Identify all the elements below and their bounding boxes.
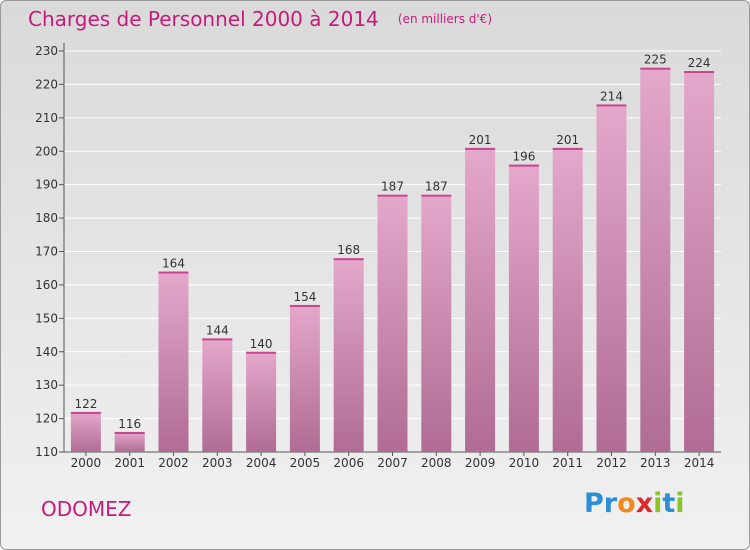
data-label: 164: [162, 257, 185, 271]
y-tick-label: 210: [35, 111, 58, 125]
bar: [70, 411, 101, 452]
bar-top-edge: [158, 271, 189, 274]
bar: [114, 431, 145, 452]
bar-top-edge: [246, 351, 277, 354]
bar-top-edge: [684, 71, 715, 74]
logo-letter: t: [662, 488, 676, 519]
y-tick-label: 200: [35, 144, 58, 158]
axes: 110 120 130 140 150 160 170 180 190 200 210 220 230 2…: [35, 43, 721, 470]
data-label: 140: [250, 337, 273, 351]
bar: [596, 104, 627, 452]
bar-top-edge: [202, 338, 233, 341]
data-label: 122: [74, 397, 97, 411]
x-tick-label: 2004: [246, 456, 277, 470]
x-tick-label: 2014: [684, 456, 715, 470]
y-tick-label: 220: [35, 77, 58, 91]
y-tick-label: 170: [35, 245, 58, 259]
x-tick-label: 2003: [202, 456, 233, 470]
data-label: 214: [600, 89, 623, 103]
x-tick-label: 2007: [377, 456, 408, 470]
bar-top-edge: [465, 147, 496, 150]
y-tick-label: 180: [35, 211, 58, 225]
bar-top-edge: [508, 164, 539, 167]
data-label: 201: [469, 133, 492, 147]
bar-top-edge: [640, 67, 671, 70]
y-tick-label: 140: [35, 345, 58, 359]
y-tick-label: 150: [35, 311, 58, 325]
x-tick-label: 2011: [552, 456, 583, 470]
y-tick-label: 130: [35, 378, 58, 392]
bar: [333, 258, 364, 452]
title-row: Charges de Personnel 2000 à 2014 (en mil…: [28, 7, 492, 31]
logo-letter: o: [617, 488, 636, 519]
bar-top-edge: [552, 147, 583, 150]
x-tick-label: 2010: [509, 456, 540, 470]
x-tick-label: 2002: [158, 456, 189, 470]
chart-title: Charges de Personnel 2000 à 2014: [28, 7, 379, 31]
bar-top-edge: [114, 431, 145, 434]
data-label: 154: [293, 290, 316, 304]
logo-letter: r: [603, 488, 618, 519]
bar: [684, 71, 715, 453]
bar: [465, 147, 496, 453]
bar: [552, 147, 583, 453]
bar: [421, 194, 452, 453]
bar: [246, 351, 277, 452]
bar: [289, 304, 320, 452]
data-label: 116: [118, 417, 141, 431]
x-tick-label: 2000: [71, 456, 102, 470]
logo-letter: i: [675, 488, 685, 519]
y-tick-label: 190: [35, 178, 58, 192]
y-tick-label: 120: [35, 412, 58, 426]
bar-top-edge: [333, 258, 364, 261]
x-tick-label: 2009: [465, 456, 496, 470]
bar: [640, 67, 671, 452]
y-tick-label: 110: [35, 445, 58, 459]
x-tick-label: 2006: [333, 456, 364, 470]
data-label: 224: [688, 56, 711, 70]
x-tick-label: 2001: [114, 456, 145, 470]
data-labels: 122 116 164 144 140 154 168 187 187 201 196 201 214 2…: [74, 53, 710, 431]
y-tick-label: 230: [35, 44, 58, 58]
bars: [70, 67, 715, 453]
y-tick-label: 160: [35, 278, 58, 292]
x-tick-label: 2012: [596, 456, 627, 470]
data-label: 187: [381, 180, 404, 194]
x-tick-label: 2013: [640, 456, 671, 470]
bar: [202, 338, 233, 452]
x-tick-label: 2005: [290, 456, 321, 470]
bar-top-edge: [289, 304, 320, 307]
proxiti-logo[interactable]: Proxiti: [584, 488, 685, 519]
data-label: 196: [512, 150, 535, 164]
bar: [377, 194, 408, 453]
chart-subtitle: (en milliers d'€): [397, 12, 492, 26]
data-label: 144: [206, 323, 229, 337]
bar-top-edge: [421, 194, 452, 197]
data-label: 168: [337, 243, 360, 257]
bar: [158, 271, 189, 452]
x-tick-label: 2008: [421, 456, 452, 470]
data-label: 201: [556, 133, 579, 147]
logo-letter: P: [584, 488, 604, 519]
commune-name: ODOMEZ: [41, 497, 132, 521]
bar-top-edge: [377, 194, 408, 197]
logo-letter: x: [635, 488, 654, 519]
data-label: 187: [425, 180, 448, 194]
logo-letter: i: [653, 488, 663, 519]
bar-top-edge: [70, 411, 101, 414]
data-label: 225: [644, 53, 667, 67]
bar: [508, 164, 539, 452]
bar-top-edge: [596, 104, 627, 107]
